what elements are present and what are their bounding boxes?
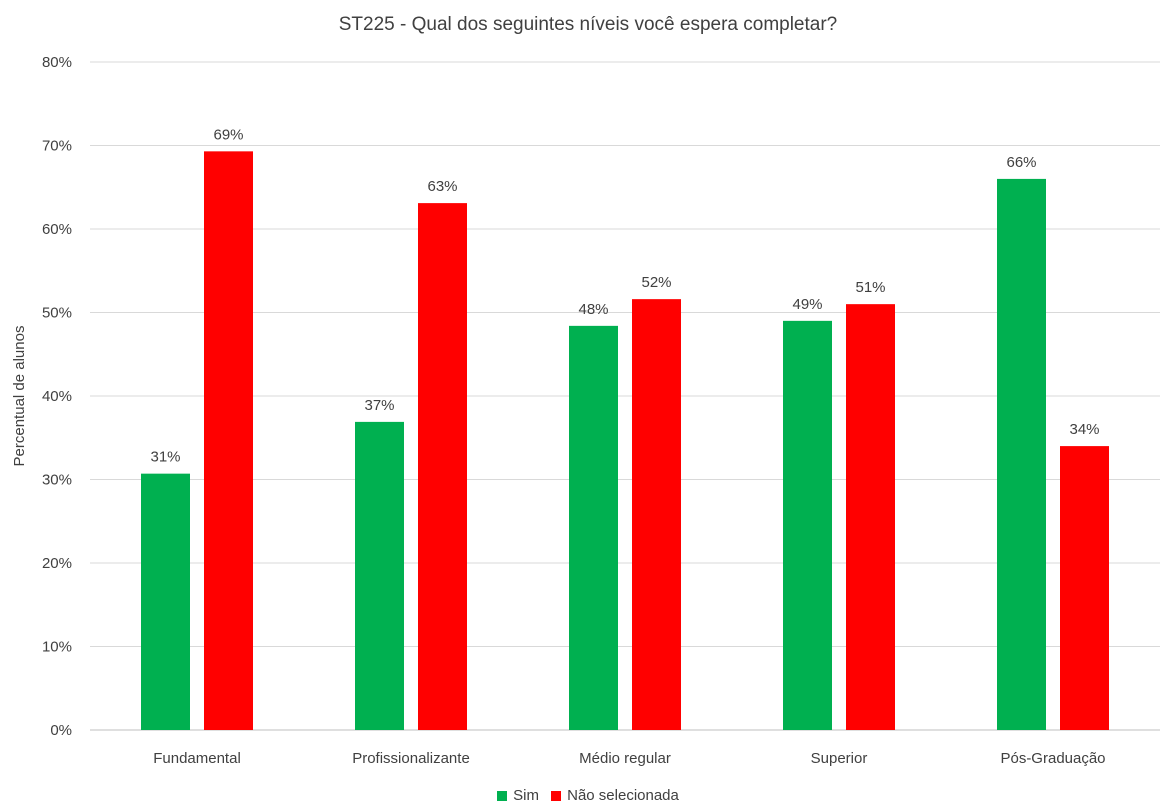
legend-label-sim: Sim bbox=[513, 787, 539, 804]
x-axis: Fundamental Profissionalizante Médio regul… bbox=[153, 750, 1105, 767]
x-tick-label: Fundamental bbox=[153, 750, 241, 767]
legend-swatch-nao-selecionada bbox=[551, 790, 562, 801]
legend-item-nao-selecionada: Não selecionada bbox=[551, 787, 679, 804]
bar-nao-selecionada bbox=[418, 203, 467, 731]
y-tick-label: 70% bbox=[42, 138, 72, 155]
bar-nao-selecionada bbox=[204, 151, 253, 731]
x-tick-label: Superior bbox=[811, 750, 868, 767]
y-tick-label: 40% bbox=[42, 388, 72, 405]
chart-title: ST225 - Qual dos seguintes níveis você e… bbox=[338, 14, 838, 35]
bar-sim bbox=[997, 178, 1046, 730]
bar-nao-selecionada bbox=[846, 304, 895, 730]
y-tick-label: 50% bbox=[42, 305, 72, 322]
bar-nao-selecionada bbox=[632, 299, 681, 730]
bar-nao-selecionada bbox=[1060, 446, 1109, 730]
y-tick-label: 60% bbox=[42, 221, 72, 238]
data-label: 34% bbox=[1069, 421, 1099, 438]
gridlines bbox=[90, 61, 1160, 731]
data-label: 37% bbox=[364, 397, 394, 414]
y-tick-label: 0% bbox=[50, 722, 72, 739]
legend-item-sim: Sim bbox=[497, 787, 539, 804]
data-label: 69% bbox=[213, 126, 243, 143]
data-label: 66% bbox=[1006, 154, 1036, 171]
y-axis: 0% 10% 20% 30% 40% 50% 60% 70% 80% bbox=[42, 54, 72, 739]
y-axis-label: Percentual de alunos bbox=[11, 326, 28, 467]
bar-sim bbox=[141, 473, 190, 730]
y-tick-label: 10% bbox=[42, 639, 72, 656]
data-label: 51% bbox=[855, 279, 885, 296]
legend-swatch-sim bbox=[497, 790, 508, 801]
data-label: 63% bbox=[427, 178, 457, 195]
x-tick-label: Profissionalizante bbox=[352, 750, 470, 767]
x-tick-label: Médio regular bbox=[579, 750, 671, 767]
legend: Sim Não selecionada bbox=[0, 787, 1176, 805]
legend-label-nao-selecionada: Não selecionada bbox=[567, 787, 679, 804]
y-tick-label: 30% bbox=[42, 472, 72, 489]
bars: 31% 69% 37% 63% 48% 52% 49% 51% 66% 34% bbox=[141, 126, 1109, 731]
data-label: 48% bbox=[578, 301, 608, 318]
bar-sim bbox=[569, 325, 618, 730]
bar-sim bbox=[355, 421, 404, 730]
data-label: 31% bbox=[150, 449, 180, 466]
bar-sim bbox=[783, 320, 832, 730]
data-label: 49% bbox=[792, 296, 822, 313]
y-tick-label: 80% bbox=[42, 54, 72, 71]
x-tick-label: Pós-Graduação bbox=[1000, 750, 1105, 767]
data-label: 52% bbox=[641, 274, 671, 291]
y-tick-label: 20% bbox=[42, 555, 72, 572]
